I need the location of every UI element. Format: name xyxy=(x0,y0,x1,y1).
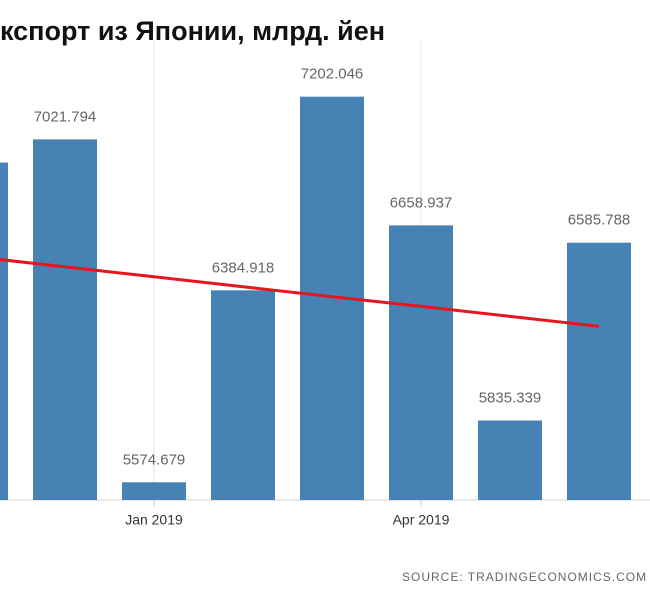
bar xyxy=(33,139,97,500)
chart-title: кспорт из Японии, млрд. йен xyxy=(0,16,385,46)
data-label: 6384.918 xyxy=(212,259,275,276)
x-tick-label: Jan 2019 xyxy=(125,512,183,528)
bar xyxy=(211,290,275,500)
data-label: 7202.046 xyxy=(301,66,364,83)
data-label: 5835.339 xyxy=(479,390,542,407)
data-label: 6585.788 xyxy=(568,212,631,229)
data-label: 6658.937 xyxy=(390,194,453,211)
bar xyxy=(122,482,186,500)
bar xyxy=(0,162,8,500)
trend-line xyxy=(0,258,600,328)
bar xyxy=(478,420,542,500)
bar xyxy=(389,225,453,501)
x-tick-label: Apr 2019 xyxy=(393,512,450,528)
data-label: 5574.679 xyxy=(123,451,186,468)
bar xyxy=(567,242,631,500)
data-label: 7021.794 xyxy=(34,108,97,125)
source: SOURCE: TRADINGECONOMICS.COM xyxy=(402,570,647,584)
